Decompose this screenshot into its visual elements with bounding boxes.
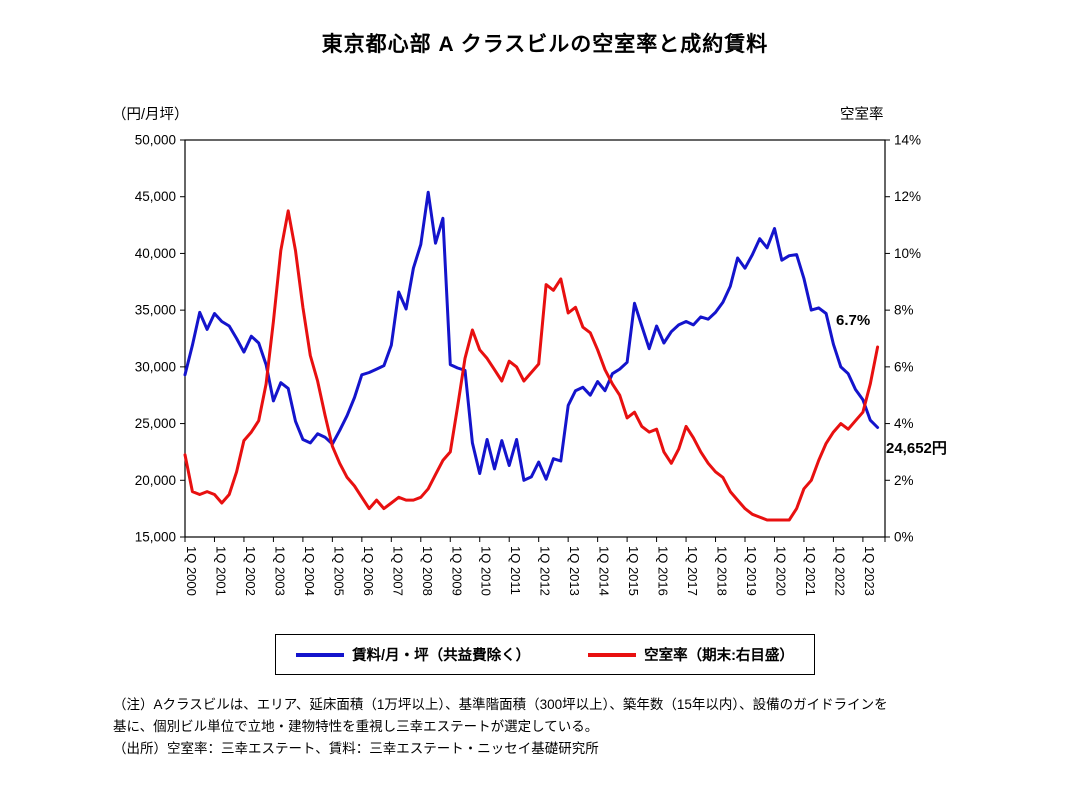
rent-line-swatch (296, 652, 345, 657)
legend-box: 賃料/月・坪（共益費除く） 空室率（期末:右目盛） (275, 634, 815, 675)
x-axis-tick-label: 1Q 2008 (420, 546, 435, 596)
note-line-2: 基に、個別ビル単位で立地・建物特性を重視し三幸エステートが選定している。 (113, 718, 599, 734)
legend-label-rent: 賃料/月・坪（共益費除く） (352, 648, 531, 664)
left-axis-tick-label: 50,000 (135, 133, 176, 148)
right-axis-tick-label: 6% (894, 359, 914, 374)
rent-line (183, 190, 880, 482)
left-axis-tick-label: 40,000 (135, 246, 176, 261)
right-axis-tick-label: 4% (894, 416, 914, 431)
left-axis-unit-label: （円/月坪） (112, 107, 189, 123)
plot-border (184, 139, 886, 538)
right-axis-title: 空室率 (840, 107, 884, 123)
chart-title: 東京都心部 A クラスビルの空室率と成約賃料 (321, 33, 769, 56)
right-axis-tick-label: 8% (894, 303, 914, 318)
note-line-1: （注）Aクラスビルは、エリア、延床面積（1万坪以上）、基準階面積（300坪以上）… (113, 697, 888, 712)
legend-item-vacancy: 空室率（期末:右目盛） (588, 644, 794, 665)
right-axis-tick-label: 0% (894, 530, 914, 545)
footnotes: （注）Aクラスビルは、エリア、延床面積（1万坪以上）、基準階面積（300坪以上）… (113, 694, 993, 760)
right-axis-tick-label: 12% (894, 189, 921, 204)
right-axis-tick-label: 10% (894, 246, 921, 261)
vacancy-line-swatch (588, 652, 637, 657)
x-axis-tick-label: 1Q 2007 (390, 546, 405, 596)
x-axis-tick-label: 1Q 2000 (184, 546, 199, 596)
legend-label-vacancy: 空室率（期末:右目盛） (644, 648, 794, 664)
x-axis-tick-label: 1Q 2009 (449, 546, 464, 596)
x-axis-tick-label: 1Q 2003 (272, 546, 287, 596)
x-axis-tick-label: 1Q 2017 (685, 546, 700, 596)
vacancy-end-value-label: 6.7% (836, 312, 871, 329)
vacancy-rate-line (183, 209, 880, 522)
source-line: （出所）空室率：三幸エステート、賃料：三幸エステート・ニッセイ基礎研究所 (113, 740, 599, 756)
x-axis-tick-label: 1Q 2002 (243, 546, 258, 596)
x-axis-tick-label: 1Q 2010 (479, 546, 494, 596)
left-axis-tick-label: 15,000 (135, 530, 176, 545)
left-axis-tick-label: 25,000 (135, 416, 176, 431)
x-axis-tick-label: 1Q 2020 (773, 546, 788, 596)
left-axis-tick-label: 45,000 (135, 189, 176, 204)
x-axis-tick-label: 1Q 2013 (567, 546, 582, 596)
x-axis-tick-label: 1Q 2004 (302, 546, 317, 596)
x-axis-tick-label: 1Q 2014 (597, 546, 612, 596)
right-axis-tick-label: 2% (894, 473, 914, 488)
x-axis-tick-label: 1Q 2021 (803, 546, 818, 596)
x-axis-tick-label: 1Q 2006 (361, 546, 376, 596)
left-axis-tick-label: 35,000 (135, 303, 176, 318)
rent-end-value-label: 24,652円 (886, 440, 947, 457)
x-axis-tick-label: 1Q 2022 (832, 546, 847, 596)
left-axis-tick-label: 30,000 (135, 359, 176, 374)
x-axis-tick-label: 1Q 2018 (715, 546, 730, 596)
left-axis-tick-label: 20,000 (135, 473, 176, 488)
x-axis-tick-label: 1Q 2012 (538, 546, 553, 596)
x-axis-tick-label: 1Q 2023 (862, 546, 877, 596)
x-axis-tick-label: 1Q 2011 (508, 546, 523, 595)
x-axis-tick-label: 1Q 2005 (331, 546, 346, 596)
x-axis-tick-label: 1Q 2015 (626, 546, 641, 596)
legend-item-rent: 賃料/月・坪（共益費除く） (296, 644, 530, 665)
x-axis-tick-label: 1Q 2016 (656, 546, 671, 596)
x-axis-tick-label: 1Q 2001 (213, 546, 228, 596)
right-axis-tick-label: 14% (894, 133, 921, 148)
x-axis-tick-label: 1Q 2019 (744, 546, 759, 596)
